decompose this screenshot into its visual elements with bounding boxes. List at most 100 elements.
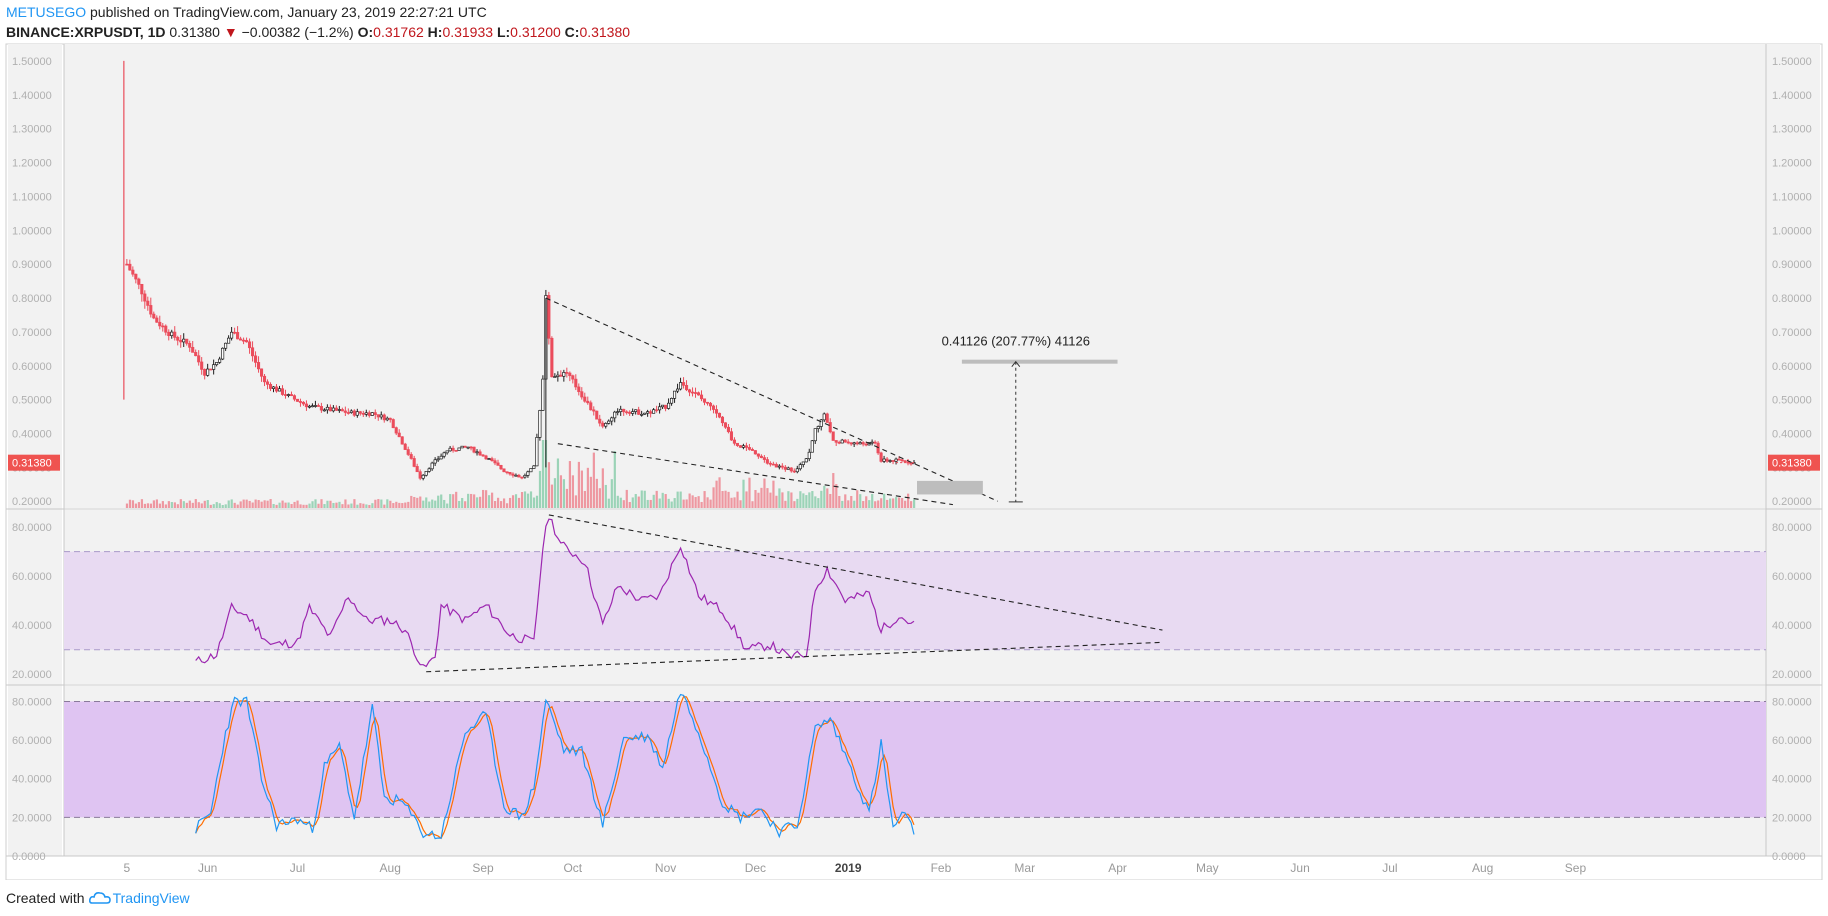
volume-bar [499,501,503,508]
volume-bar [179,499,182,508]
volume-bar [547,462,551,508]
volume-bar [541,440,545,508]
price-axis-tick-right: 0.50000 [1772,395,1812,407]
candle-body [167,331,171,337]
price-axis-tick-right: 0.60000 [1772,361,1812,373]
candle-body [747,447,751,450]
price-axis-tick-right: 0.90000 [1772,259,1812,271]
stoch-axis-tick-left: 40.0000 [12,774,52,786]
candle-body [553,376,557,378]
left-axis-bg [8,44,62,856]
volume-bar [356,504,359,508]
candle-body [227,337,231,344]
volume-bar [724,490,727,508]
candle-body [729,431,733,441]
candle-body [239,338,243,341]
candle-body [571,375,575,380]
down-arrow-icon: ▼ [223,24,238,40]
volume-bar [760,487,763,508]
candle-body [268,384,273,389]
candle-body [164,325,168,333]
candle-body [622,408,626,413]
volume-bar [796,498,799,508]
volume-bar [209,504,212,508]
symbol-label[interactable]: BINANCE:XRPUSDT, 1D [6,24,166,40]
volume-bar [464,501,467,508]
price-axis-tick-right: 0.20000 [1772,496,1812,508]
high-value: 0.31933 [442,24,494,40]
candle-body [804,458,808,463]
volume-bar [586,467,589,508]
candle-body [897,458,901,461]
tradingview-brand: TradingView [112,890,190,906]
candle-body [415,466,419,473]
rsi-axis-tick-left: 40.0000 [12,620,52,632]
candle-body [328,406,332,412]
price-axis-tick-left: 1.50000 [12,56,52,68]
volume-bar [550,484,554,508]
candle-body [382,414,386,421]
volume-bar [799,491,802,508]
candle-body [215,362,219,366]
volume-bar [221,504,224,508]
candle-body [574,378,578,388]
candle-body [505,471,509,474]
volume-bar [523,491,527,508]
volume-bar [266,500,269,508]
author-link[interactable]: METUSEGO [6,4,87,20]
candle-body [454,450,458,452]
candle-body [870,441,874,444]
candle-body [203,369,207,376]
volume-bar [212,504,215,508]
candle-body [885,458,889,462]
volume-bar [200,503,203,508]
candle-body [256,362,261,370]
candle-body [643,412,647,415]
volume-bar [832,473,835,508]
candle-body [155,317,159,323]
candle-body [667,402,671,409]
volume-bar [667,498,670,508]
volume-bar [628,502,631,508]
candle-body [634,409,638,412]
volume-bar [610,479,613,508]
candle-body [741,445,745,448]
candle-body [690,391,695,394]
volume-bar [431,499,434,508]
price-axis-tick-left: 1.20000 [12,158,52,170]
candle-body [777,465,781,468]
volume-bar [772,480,775,508]
volume-bar [781,492,784,508]
volume-bar [847,500,850,508]
candle-body [251,347,255,357]
candle-body [879,452,883,462]
candle-body [418,471,422,479]
candle-body [466,446,470,449]
price-change: −0.00382 (−1.2%) [241,24,354,40]
volume-bar [188,500,191,508]
volume-bar [496,497,500,508]
candle-body [469,446,473,449]
candle-body [586,400,590,404]
chart-canvas[interactable]: 1.50000 1.50000 1.40000 1.40000 1.30000 1.300… [0,0,1828,880]
volume-bar [143,503,147,508]
volume-bar [817,498,820,508]
volume-bar [359,503,362,508]
volume-bar [410,495,413,508]
tradingview-logo[interactable]: TradingView [88,890,190,906]
candle-body [547,295,551,339]
low-value: 0.31200 [510,24,561,40]
volume-bar [413,496,416,508]
volume-bar [643,490,646,508]
volume-bar [634,494,637,508]
volume-bar [182,501,185,508]
time-axis-tick: Feb [931,861,952,875]
candle-body [319,406,323,411]
volume-bar [769,492,772,508]
volume-bar [215,502,218,508]
candle-body [619,408,623,412]
volume-bar [476,497,479,508]
volume-bar [883,493,886,508]
volume-bar [446,503,449,508]
volume-bar [892,498,895,508]
